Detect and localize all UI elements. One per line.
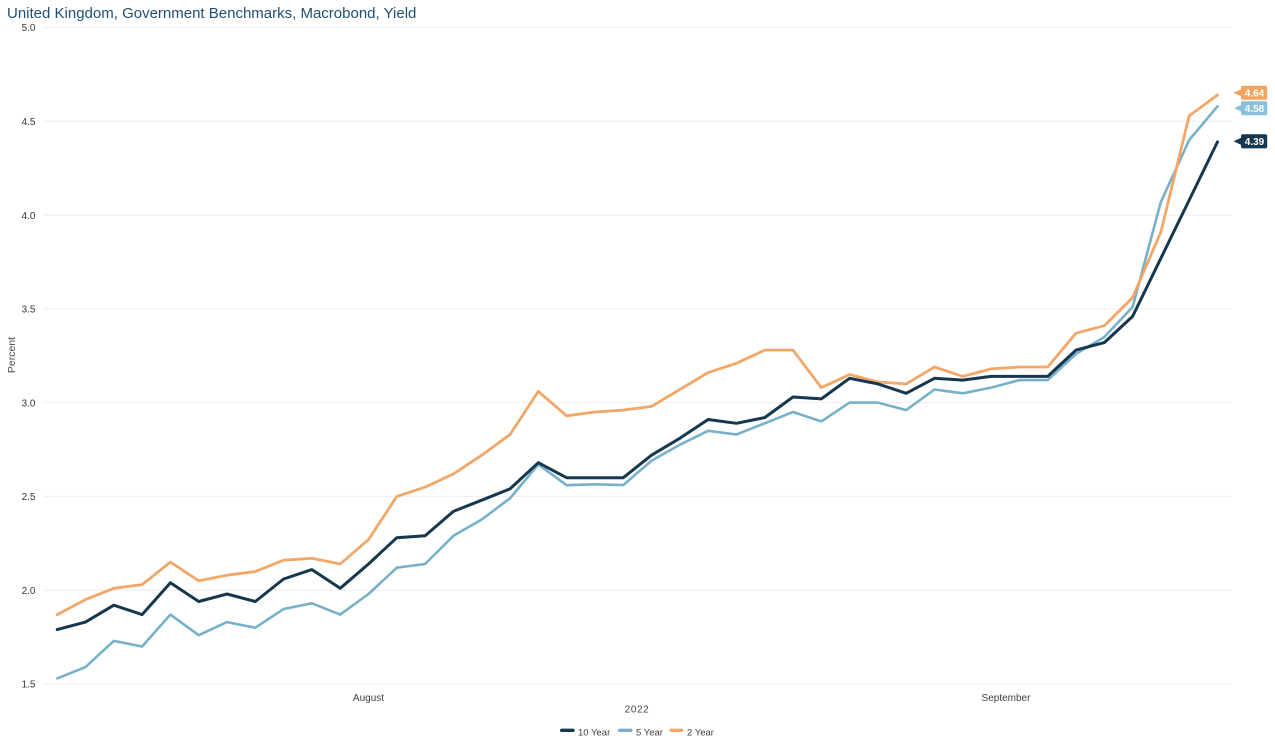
svg-text:4.0: 4.0 <box>22 211 36 222</box>
svg-text:5.0: 5.0 <box>22 23 36 34</box>
svg-text:September: September <box>982 693 1032 704</box>
svg-text:2 Year: 2 Year <box>687 728 714 739</box>
svg-text:4.64: 4.64 <box>1245 88 1265 99</box>
svg-text:2.0: 2.0 <box>22 586 36 597</box>
svg-text:2022: 2022 <box>625 705 650 716</box>
svg-text:4.58: 4.58 <box>1245 104 1265 115</box>
svg-text:10 Year: 10 Year <box>578 728 610 739</box>
svg-text:4.5: 4.5 <box>22 117 36 128</box>
svg-text:3.5: 3.5 <box>22 305 36 316</box>
svg-text:4.39: 4.39 <box>1245 137 1265 148</box>
svg-text:Percent: Percent <box>6 337 18 373</box>
svg-text:1.5: 1.5 <box>22 680 36 691</box>
svg-text:5 Year: 5 Year <box>636 728 663 739</box>
svg-text:2.5: 2.5 <box>22 492 36 503</box>
svg-text:August: August <box>353 693 384 704</box>
svg-text:3.0: 3.0 <box>22 398 36 409</box>
